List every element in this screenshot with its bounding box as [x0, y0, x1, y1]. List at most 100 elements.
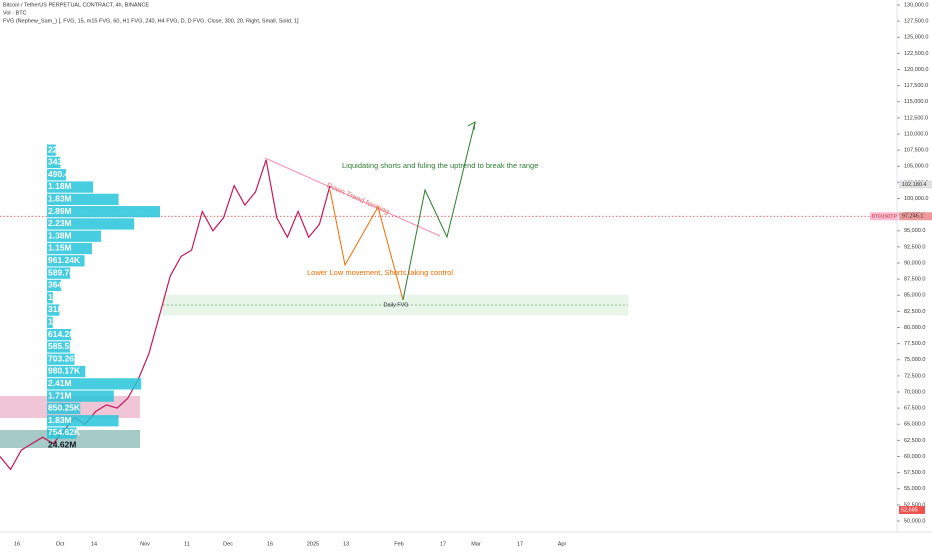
price-tick-label: 82,500.0: [904, 309, 925, 315]
price-tick-label: 70,000.0: [904, 389, 925, 395]
volume-profile-bar: [47, 353, 75, 365]
time-label: Feb: [394, 541, 403, 547]
volume-profile-label: 2.41M: [48, 378, 72, 388]
volume-profile-label: 225.16K: [48, 144, 81, 154]
time-label: Dec: [223, 541, 233, 547]
volume-profile-bar: [47, 218, 135, 230]
time-label: Apr: [558, 541, 567, 547]
symbol-tag-label: BTCUSDT.P: [872, 213, 897, 218]
price-tick-label: 125,000.0: [904, 35, 928, 41]
volume-profile-label: 614.28K: [48, 329, 81, 339]
volume-tag-label: 52,665: [901, 507, 918, 513]
volume-profile-label: 2.23M: [48, 218, 72, 228]
volume-profile-bar: [47, 304, 60, 316]
volume-profile-bar: [47, 292, 53, 304]
time-label: 11: [184, 541, 190, 547]
volume-profile-bar: [47, 341, 70, 353]
volume-profile-label: 589.74K: [48, 267, 81, 277]
volume-profile-bar: [47, 365, 86, 378]
price-tick-label: 57,500.0: [904, 470, 925, 476]
volume-profile-bar: [47, 267, 71, 279]
volume-profile-bar: [47, 181, 94, 193]
volume-profile-bar: [47, 206, 160, 218]
volume-profile-label: 490.45K: [48, 169, 81, 179]
volume-profile-label: 1.71M: [48, 390, 72, 400]
time-label: 17: [517, 541, 523, 547]
price-tag-label: 97,246.1: [902, 214, 923, 220]
price-tick-label: 62,500.0: [904, 438, 925, 444]
price-tick-label: 55,000.0: [904, 486, 925, 492]
volume-profile-label: 1.38M: [48, 230, 72, 240]
volume-indicator: Vol · BTC: [3, 10, 27, 16]
price-tick-label: 92,500.0: [904, 244, 925, 250]
price-tick-label: 115,000.0: [904, 99, 928, 105]
volume-profile-total: 24.62M: [48, 439, 76, 449]
symbol-tag: [870, 212, 898, 221]
price-tick-label: 65,000.0: [904, 422, 925, 428]
price-tag: [899, 180, 932, 189]
annotation: Lower Low movement, Shorts taking contro…: [307, 268, 453, 277]
price-tick-label: 120,000.0: [904, 67, 928, 73]
volume-profile-label: 146.6K: [48, 316, 76, 326]
annotation: Daily FVG: [383, 302, 408, 308]
volume-profile-label: 343.14K: [48, 157, 81, 167]
volume-profile-label: 1.18M: [48, 181, 72, 191]
volume-profile-label: 703.26K: [48, 353, 81, 363]
price-tick-label: 122,500.0: [904, 51, 928, 57]
price-tick-label: 60,000.0: [904, 454, 925, 460]
price-tick-label: 87,500.0: [904, 277, 925, 283]
volume-profile-bar: [47, 378, 142, 390]
price-tick-label: 72,500.0: [904, 373, 925, 379]
time-label: Nov: [140, 541, 150, 547]
volume-profile-label: 980.17K: [48, 366, 81, 376]
volume-profile-bar: [47, 193, 119, 205]
time-label: 14: [91, 541, 97, 547]
volume-profile-label: 318.83K: [48, 304, 81, 314]
price-tick-label: 130,000.0: [904, 2, 928, 8]
volume-profile-bar: [47, 144, 56, 156]
volume-profile-label: 1.83M: [48, 415, 72, 425]
price-tick-label: 100,000.0: [904, 196, 928, 202]
volume-profile-bar: [47, 402, 81, 415]
volume-profile-bar: [47, 255, 85, 267]
bearish-projection: [329, 189, 404, 301]
volume-profile-bar: [47, 427, 77, 439]
price-tick-label: 52,500.0: [904, 502, 925, 508]
time-label: 2025: [307, 541, 319, 547]
volume-profile-label: 961.24K: [48, 255, 81, 265]
volume-profile-bar: [47, 279, 62, 292]
symbol-title: Bitcoin / TetherUS PERPETUAL CONTRACT, 4…: [3, 2, 149, 8]
annotation: Liquidating shorts and fuling the uptren…: [342, 161, 538, 170]
volume-profile-bar: [47, 230, 101, 242]
price-tick-label: 85,000.0: [904, 293, 925, 299]
price-tick-label: 90,000.0: [904, 260, 925, 266]
down-trend-line: [264, 157, 441, 237]
price-tick-label: 77,500.0: [904, 341, 925, 347]
volume-profile-label: 364.27K: [48, 280, 81, 290]
price-tick-label: 80,000.0: [904, 325, 925, 331]
price-tick-label: 117,500.0: [904, 83, 928, 89]
volume-profile-label: 850.25K: [48, 403, 81, 413]
time-label: 17: [440, 541, 446, 547]
volume-profile-bar: [47, 316, 53, 328]
price-tag-label: 102,180.4: [902, 182, 926, 188]
volume-profile-label: 754.62K: [48, 427, 81, 437]
volume-tag: [899, 506, 925, 514]
demand-zone: [0, 430, 140, 448]
price-tick-label: 95,000.0: [904, 228, 925, 234]
volume-profile-bar: [47, 390, 114, 402]
arrow-head: [467, 121, 476, 131]
volume-profile-bar: [47, 169, 67, 181]
volume-profile-label: 1.15M: [48, 243, 72, 253]
volume-profile-label: 148.38K: [48, 292, 81, 302]
time-label: 16: [14, 541, 20, 547]
price-tick-label: 67,500.0: [904, 406, 925, 412]
bullish-projection: [402, 121, 476, 301]
price-tick-label: 127,500.0: [904, 19, 928, 25]
volume-profile-bar: [47, 329, 72, 341]
price-tick-label: 110,000.0: [904, 131, 928, 137]
price-tag: [899, 212, 932, 221]
